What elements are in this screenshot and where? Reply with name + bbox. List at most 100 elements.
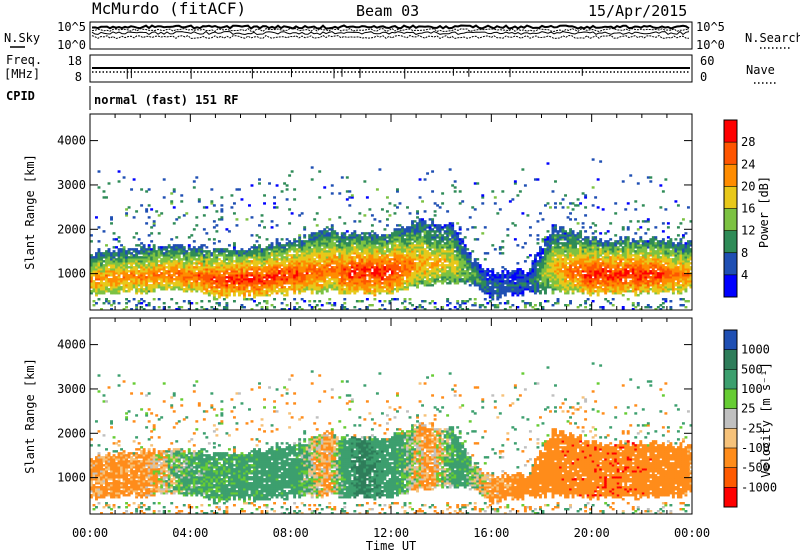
power-cell (265, 270, 269, 273)
power-cell (160, 254, 164, 257)
power-cell (546, 276, 550, 279)
power-cell (453, 232, 457, 235)
power-cell (293, 242, 297, 245)
power-cell (187, 278, 191, 281)
power-cell (115, 290, 118, 293)
power-cell (160, 286, 164, 289)
power-cell (365, 268, 369, 271)
power-cell (338, 286, 342, 289)
power-cell (137, 270, 141, 273)
power-cell (220, 260, 224, 263)
power-cell (167, 268, 171, 271)
power-cell (383, 300, 387, 303)
power-cell (411, 222, 414, 225)
power-cell (498, 290, 502, 293)
power-cell (280, 244, 284, 247)
power-cell (431, 190, 435, 193)
power-cell (280, 248, 284, 251)
power-cell (388, 238, 392, 241)
power-cell (536, 290, 540, 293)
power-cell (335, 280, 339, 283)
power-cell (471, 266, 475, 269)
power-cell (300, 284, 304, 287)
power-cell (396, 284, 399, 287)
power-cell (370, 238, 374, 241)
power-cell (167, 266, 171, 269)
power-cell (511, 270, 515, 273)
power-cell (413, 248, 417, 251)
power-cell (295, 276, 299, 279)
power-cell (112, 246, 116, 249)
power-cell (370, 256, 374, 259)
freq-left-tick-top: 18 (68, 54, 82, 68)
power-cell (423, 250, 427, 253)
power-cell (260, 254, 264, 257)
power-cell (222, 292, 226, 295)
power-cell (343, 260, 347, 263)
power-cell (345, 236, 349, 239)
power-cell (202, 266, 206, 269)
power-cell (388, 266, 392, 269)
power-cell (245, 298, 249, 301)
power-cell (235, 254, 239, 257)
power-cell (541, 282, 545, 285)
power-cell (152, 278, 156, 281)
power-cell (413, 278, 417, 281)
power-cell (230, 262, 234, 265)
power-cell (461, 280, 465, 283)
power-cell (551, 236, 555, 239)
power-cell (333, 232, 337, 235)
power-cell (436, 248, 440, 251)
power-cell (330, 278, 334, 281)
power-cell (368, 270, 372, 273)
power-cell (222, 286, 226, 289)
power-cell (345, 264, 349, 267)
power-cell (135, 248, 139, 251)
power-cell (385, 254, 389, 257)
power-cell (486, 272, 490, 275)
power-cell (533, 286, 537, 289)
power-cell (383, 236, 387, 239)
power-cell (528, 274, 532, 277)
power-cell (313, 286, 317, 289)
power-cell (471, 250, 475, 253)
power-cell (220, 286, 224, 289)
power-cell (235, 264, 239, 267)
power-cell (426, 270, 430, 273)
power-cell (333, 282, 337, 285)
power-cell (488, 270, 492, 273)
power-cell (288, 246, 292, 249)
power-cell (205, 288, 209, 291)
power-cell (391, 270, 394, 273)
power-cell (549, 266, 552, 269)
power-cell (391, 244, 394, 247)
power-cell (230, 278, 234, 281)
power-cell (333, 234, 337, 237)
power-cell (127, 266, 131, 269)
power-cell (481, 274, 485, 277)
power-cell (180, 246, 184, 249)
power-cell (255, 292, 259, 295)
power-cell (110, 292, 113, 295)
power-cell (220, 276, 224, 279)
power-cell (315, 256, 319, 259)
power-cell (107, 302, 111, 305)
power-cell (132, 266, 136, 269)
power-cell (170, 298, 174, 301)
power-cell (212, 248, 216, 251)
power-cell (237, 252, 241, 255)
power-cell (210, 266, 214, 269)
power-cell (160, 276, 164, 279)
power-cell (107, 262, 111, 265)
power-cell (200, 290, 204, 293)
power-cell (441, 276, 445, 279)
power-cell (172, 270, 176, 273)
power-cell (195, 176, 199, 179)
power-cell (122, 282, 126, 285)
power-cell (278, 272, 282, 275)
power-cell (448, 272, 452, 275)
power-cell (147, 234, 151, 237)
power-cell (105, 278, 108, 281)
power-cell (205, 250, 209, 253)
power-cell (150, 270, 154, 273)
